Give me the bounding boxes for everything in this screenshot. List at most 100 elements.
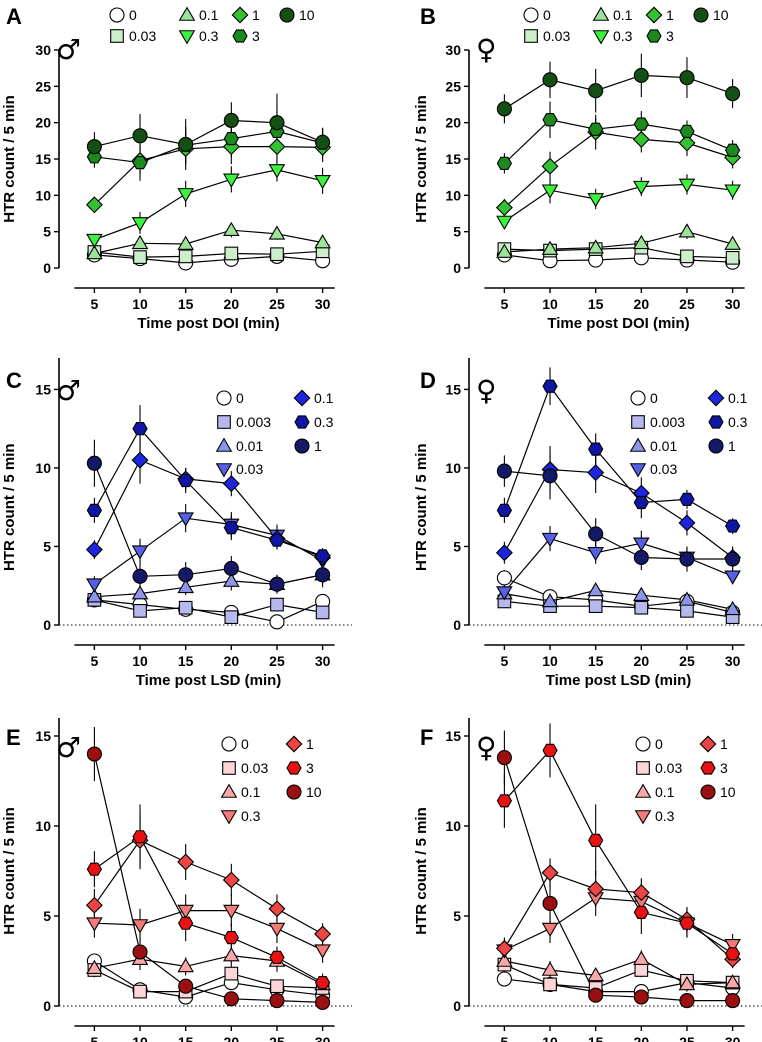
legend-label: 0.03 <box>543 28 570 44</box>
data-point <box>131 234 149 250</box>
data-point <box>178 567 194 583</box>
plot-area <box>495 53 742 270</box>
legend-label: 0.03 <box>241 760 268 776</box>
y-tick-label: 5 <box>453 224 461 240</box>
legend-marker <box>630 390 646 406</box>
legend-marker <box>293 389 311 407</box>
data-point <box>178 916 194 930</box>
data-point <box>177 957 194 973</box>
series-line-0.1 <box>94 954 323 985</box>
data-point <box>724 947 741 961</box>
legend-marker <box>592 6 610 21</box>
data-point <box>314 975 331 990</box>
data-point <box>86 455 102 471</box>
sex-symbol: ♀ <box>476 374 497 407</box>
data-point <box>133 250 147 264</box>
x-tick-label: 10 <box>542 296 558 312</box>
data-point <box>724 938 741 954</box>
x-tick-label: 5 <box>90 296 98 312</box>
data-point <box>85 541 103 559</box>
x-tick-label: 15 <box>178 1034 194 1042</box>
data-point <box>269 993 285 1009</box>
y-tick-label: 0 <box>43 998 51 1014</box>
legend-label: 10 <box>306 784 322 800</box>
y-tick-label: 0 <box>453 260 461 276</box>
legend-marker <box>631 415 645 429</box>
y-tick-label: 0 <box>453 617 461 633</box>
data-point <box>587 239 604 254</box>
data-point <box>542 113 558 127</box>
series-line-0.1 <box>504 958 733 986</box>
data-point <box>724 519 741 533</box>
data-point <box>269 533 285 547</box>
data-point <box>588 442 604 456</box>
y-axis-label: HTR count / 5 min <box>1 807 18 935</box>
data-point <box>315 134 331 150</box>
legend-label: 0 <box>241 736 249 752</box>
y-tick-label: 15 <box>445 151 461 167</box>
legend-label: 0.003 <box>650 414 685 430</box>
x-tick-label: 30 <box>315 296 331 312</box>
data-point <box>268 225 286 240</box>
y-tick-label: 20 <box>445 115 461 131</box>
data-point <box>86 503 103 517</box>
legend-label: 10 <box>299 7 315 23</box>
series-line-0 <box>504 577 733 613</box>
series-line-1 <box>503 872 733 960</box>
panel-letter: F <box>420 725 433 750</box>
data-point <box>314 944 331 959</box>
data-point <box>542 468 558 484</box>
data-point <box>587 546 604 562</box>
series-line-0.1 <box>504 231 733 253</box>
series-line-10 <box>93 753 323 1003</box>
y-tick-label: 5 <box>453 538 461 554</box>
legend-marker <box>215 463 233 478</box>
data-point <box>679 124 695 138</box>
data-point <box>178 473 194 488</box>
data-point <box>133 604 147 618</box>
data-point <box>496 463 512 479</box>
y-tick-label: 15 <box>35 381 51 397</box>
data-point <box>587 582 604 597</box>
data-point <box>725 993 741 1009</box>
data-point <box>86 588 103 603</box>
legend: 0 0.003 0.01 0.03 0.1 0.3 1 <box>215 389 334 478</box>
data-point <box>678 223 696 238</box>
data-point <box>724 184 741 199</box>
legend-label: 1 <box>306 736 314 752</box>
data-point <box>587 464 605 482</box>
data-point <box>86 578 103 593</box>
series-line-10 <box>504 74 733 110</box>
data-point <box>633 67 649 83</box>
panel-letter: E <box>6 725 21 750</box>
data-point <box>177 512 194 527</box>
y-tick-label: 0 <box>43 617 51 633</box>
data-point <box>178 978 194 994</box>
data-point <box>632 130 650 148</box>
legend-marker <box>708 438 724 454</box>
x-axis-label: Time post DOI (min) <box>137 315 279 332</box>
x-tick-label: 5 <box>500 1034 508 1042</box>
data-point <box>268 138 286 156</box>
data-point <box>86 862 103 876</box>
legend-label: 0.1 <box>655 784 675 800</box>
x-tick-label: 30 <box>725 296 741 312</box>
legend-label: 0.03 <box>650 461 677 477</box>
data-point <box>269 576 285 592</box>
legend-label: 0.3 <box>613 28 633 44</box>
legend-marker <box>285 735 303 753</box>
legend-marker <box>109 7 125 23</box>
legend-label: 0.3 <box>199 28 219 44</box>
data-point <box>223 173 240 188</box>
series-line-0 <box>94 599 323 623</box>
data-point <box>314 549 331 563</box>
series-line-10 <box>503 757 733 1002</box>
legend-label: 1 <box>252 7 260 23</box>
series-line-10 <box>94 119 323 148</box>
data-point <box>678 591 696 606</box>
y-axis-label: HTR count / 5 min <box>413 95 430 223</box>
legend-marker <box>629 463 647 478</box>
data-point <box>496 101 512 117</box>
